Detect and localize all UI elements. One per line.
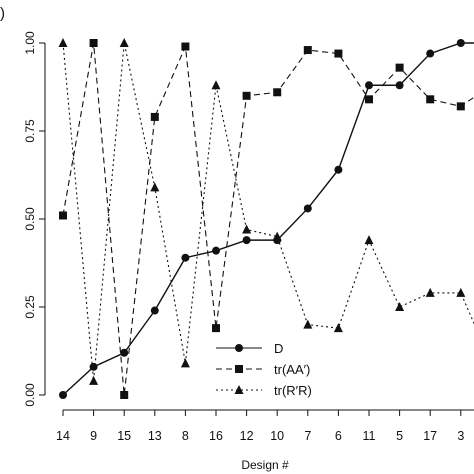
x-tick-label: 5	[396, 429, 403, 443]
series-layer	[58, 38, 474, 399]
x-tick-label: 8	[182, 429, 189, 443]
y-tick-label: 0.00	[23, 383, 37, 407]
data-point	[395, 302, 405, 311]
axes: ) 0.00 0.25 0.50 0.75 1.00 14 9 15 13 8 16 12 10 7 6 11 5…	[0, 5, 474, 472]
series-line	[62, 42, 474, 381]
data-point	[150, 112, 159, 121]
legend-label: D	[274, 341, 283, 356]
data-point	[89, 39, 98, 47]
data-point	[180, 358, 190, 368]
data-point	[334, 49, 343, 58]
data-point	[120, 348, 129, 357]
series-line	[62, 42, 474, 396]
data-point	[212, 246, 220, 255]
data-point	[426, 49, 435, 58]
data-point	[242, 224, 252, 234]
data-point	[395, 81, 404, 90]
data-point	[59, 391, 67, 399]
data-point	[456, 102, 465, 111]
data-point	[426, 95, 435, 104]
series-2	[58, 38, 474, 385]
legend-marker	[234, 385, 244, 394]
data-point	[119, 38, 129, 47]
x-tick-label: 16	[209, 429, 223, 443]
y-tick-label: 0.50	[23, 207, 37, 231]
x-tick-label: 11	[363, 429, 376, 443]
legend-marker	[235, 344, 243, 352]
x-tick-label: 15	[117, 429, 131, 443]
data-point	[273, 236, 282, 245]
x-tick-label: 14	[56, 429, 70, 443]
legend-label: tr(R′R)	[274, 383, 312, 398]
x-tick-label: 12	[240, 429, 254, 443]
x-tick-label: 7	[304, 429, 311, 443]
series-line	[62, 42, 474, 396]
y-tick-label: 0.75	[23, 119, 37, 143]
x-tick-label: 9	[90, 429, 97, 443]
legend-label: tr(AA′)	[274, 362, 310, 377]
data-point	[59, 211, 67, 220]
y-tick-label: 1.00	[23, 31, 37, 55]
data-point	[303, 46, 312, 55]
series-0	[59, 39, 474, 399]
data-point	[333, 323, 343, 333]
legend: Dtr(AA′) tr(R′R)	[216, 341, 312, 398]
data-point	[211, 80, 221, 90]
data-point	[365, 95, 373, 104]
data-point	[425, 287, 435, 297]
x-tick-label: 17	[423, 429, 437, 443]
data-point	[181, 253, 190, 262]
data-point	[364, 235, 374, 245]
data-point	[456, 39, 465, 47]
data-point	[242, 91, 251, 100]
data-point	[181, 42, 190, 51]
data-point	[212, 324, 220, 333]
data-point	[242, 236, 251, 245]
data-point	[334, 165, 343, 174]
data-point	[150, 306, 159, 315]
x-tick-label: 13	[148, 429, 162, 443]
data-point	[89, 375, 99, 385]
data-point	[303, 319, 313, 329]
legend-marker	[235, 365, 243, 373]
data-point	[365, 81, 373, 90]
panel-label: )	[0, 5, 5, 22]
x-tick-label: 3	[457, 429, 464, 443]
data-point	[58, 38, 68, 47]
data-point	[395, 63, 404, 72]
x-tick-label: 6	[335, 429, 342, 443]
series-1	[59, 39, 474, 399]
y-tick-label: 0.25	[23, 295, 37, 319]
x-axis-title: Design #	[241, 458, 289, 472]
x-tick-label: 10	[270, 429, 284, 443]
data-point	[89, 362, 98, 371]
data-point	[273, 88, 282, 97]
data-point	[456, 287, 466, 297]
data-point	[303, 204, 312, 213]
data-point	[120, 391, 129, 399]
data-point	[150, 182, 160, 192]
